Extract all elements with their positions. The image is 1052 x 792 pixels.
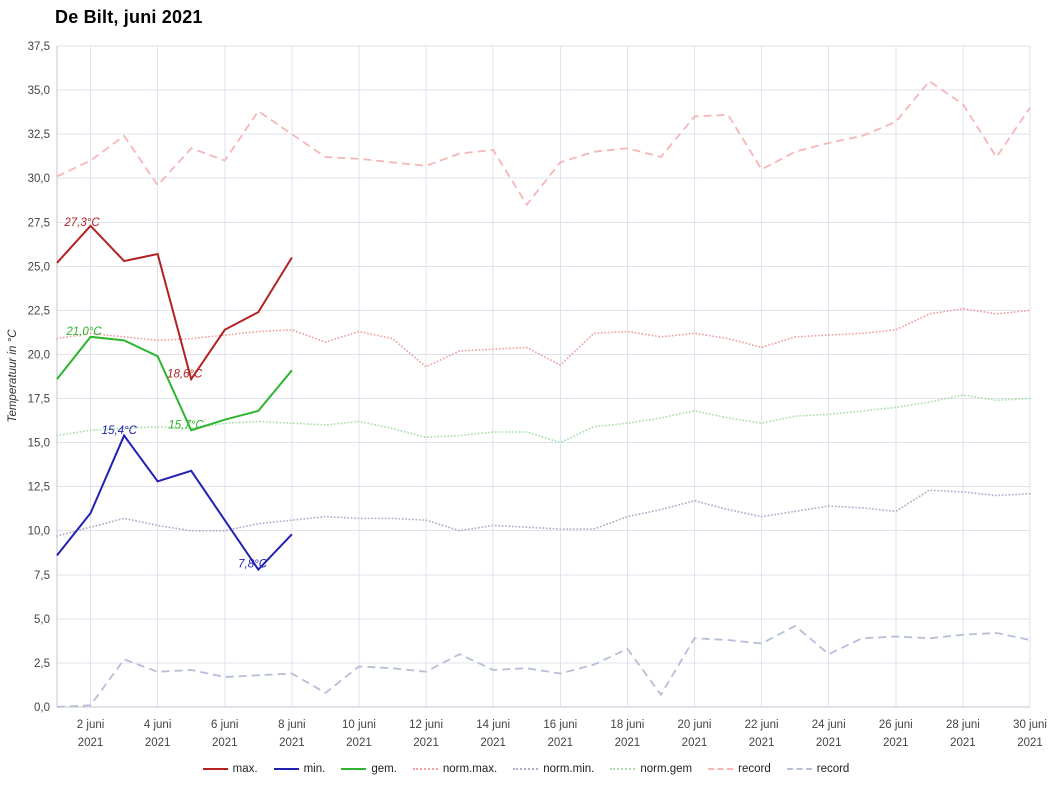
y-tick-label: 17,5 — [28, 394, 50, 406]
x-tick-year: 2021 — [480, 737, 506, 749]
x-tick-label: 24 juni — [812, 719, 846, 731]
chart-svg: 0,0 2,5 5,0 7,5 10,0 12,5 15,0 17,5 20,0 22,5 25,0… — [28, 41, 1047, 749]
x-tick-label: 2 juni — [77, 719, 105, 731]
x-tick-label: 28 juni — [946, 719, 980, 731]
value-annotation: 21,0°C — [65, 326, 102, 338]
series-line-min — [56, 433, 293, 572]
x-tick-year: 2021 — [547, 737, 573, 749]
y-tick-label: 20,0 — [28, 349, 50, 361]
y-tick-label: 5,0 — [34, 614, 50, 626]
y-tick-label: 2,5 — [34, 658, 50, 670]
y-tick-label: 30,0 — [28, 173, 50, 185]
x-tick-label: 8 juni — [278, 719, 306, 731]
chart-title: De Bilt, juni 2021 — [55, 7, 203, 27]
value-annotation: 18,6°C — [167, 368, 203, 380]
legend-label: norm.max. — [442, 763, 498, 775]
x-tick-year: 2021 — [1017, 737, 1043, 749]
x-tick-label: 14 juni — [476, 719, 510, 731]
x-tick-year: 2021 — [413, 737, 439, 749]
x-tick-label: 10 juni — [342, 719, 376, 731]
y-tick-label: 12,5 — [28, 482, 50, 494]
y-tick-label: 7,5 — [34, 570, 50, 582]
series-line-norm_gem — [56, 394, 1031, 444]
x-tick-label: 4 juni — [144, 719, 172, 731]
x-tick-year: 2021 — [279, 737, 305, 749]
legend-label: record — [816, 763, 850, 775]
x-tick-year: 2021 — [615, 737, 641, 749]
legend-label: gem. — [371, 763, 397, 775]
legend-item-min: min. — [273, 763, 326, 775]
x-tick-year: 2021 — [883, 737, 909, 749]
x-tick-label: 30 juni — [1013, 719, 1047, 731]
legend-swatch-max — [202, 768, 228, 770]
x-tick-label: 16 juni — [543, 719, 577, 731]
x-tick-label: 22 juni — [745, 719, 779, 731]
legend-label: max. — [232, 763, 258, 775]
legend-swatch-norm_min — [513, 768, 539, 770]
legend-swatch-norm_gem — [610, 768, 636, 770]
legend-swatch-norm_max — [412, 768, 438, 770]
x-tick-label: 12 juni — [409, 719, 443, 731]
series-line-max — [56, 224, 293, 382]
x-tick-label: 6 juni — [211, 719, 239, 731]
value-annotation: 15,7°C — [168, 419, 204, 431]
legend-label: min. — [303, 763, 326, 775]
value-annotation: 15,4°C — [102, 425, 138, 437]
y-tick-label: 15,0 — [28, 438, 50, 450]
x-tick-year: 2021 — [749, 737, 775, 749]
legend-swatch-record_high — [708, 768, 734, 770]
series-line-norm_min — [56, 489, 1031, 537]
legend-label: norm.gem — [640, 763, 693, 775]
x-tick-year: 2021 — [950, 737, 976, 749]
series-line-gem — [56, 335, 293, 432]
legend-item-gem: gem. — [341, 763, 397, 775]
x-tick-label: 18 juni — [610, 719, 644, 731]
y-tick-label: 32,5 — [28, 129, 50, 141]
y-tick-label: 10,0 — [28, 526, 50, 538]
series-line-record_low — [56, 624, 1031, 708]
x-tick-label: 20 juni — [678, 719, 712, 731]
legend-item-norm_gem: norm.gem — [610, 763, 692, 775]
legend-swatch-min — [273, 768, 299, 770]
legend-swatch-gem — [341, 768, 367, 770]
legend-item-norm_min: norm.min. — [513, 763, 594, 775]
legend-item-record_low: record — [786, 763, 850, 775]
value-annotation: 27,3°C — [63, 217, 100, 229]
legend-label: norm.min. — [543, 763, 595, 775]
y-tick-label: 37,5 — [28, 41, 50, 53]
chart-legend: max. min. gem. norm.max. norm.min. norm.gem re… — [0, 763, 1052, 775]
series-line-record_high — [56, 80, 1031, 207]
x-tick-year: 2021 — [145, 737, 171, 749]
x-tick-label: 26 juni — [879, 719, 913, 731]
x-tick-year: 2021 — [346, 737, 372, 749]
legend-swatch-record_low — [786, 768, 812, 770]
series-line-norm_max — [56, 307, 1031, 368]
legend-item-record_high: record — [708, 763, 771, 775]
legend-item-norm_max: norm.max. — [412, 763, 498, 775]
x-tick-year: 2021 — [682, 737, 708, 749]
y-tick-label: 35,0 — [28, 85, 50, 97]
value-annotation: 7,8°C — [238, 559, 268, 571]
legend-item-max: max. — [202, 763, 258, 775]
x-tick-year: 2021 — [816, 737, 842, 749]
y-tick-label: 27,5 — [28, 217, 50, 229]
x-tick-year: 2021 — [78, 737, 104, 749]
x-tick-year: 2021 — [212, 737, 238, 749]
y-tick-label: 22,5 — [28, 305, 50, 317]
y-tick-label: 25,0 — [28, 261, 50, 273]
y-tick-label: 0,0 — [34, 702, 50, 714]
legend-label: record — [738, 763, 771, 775]
